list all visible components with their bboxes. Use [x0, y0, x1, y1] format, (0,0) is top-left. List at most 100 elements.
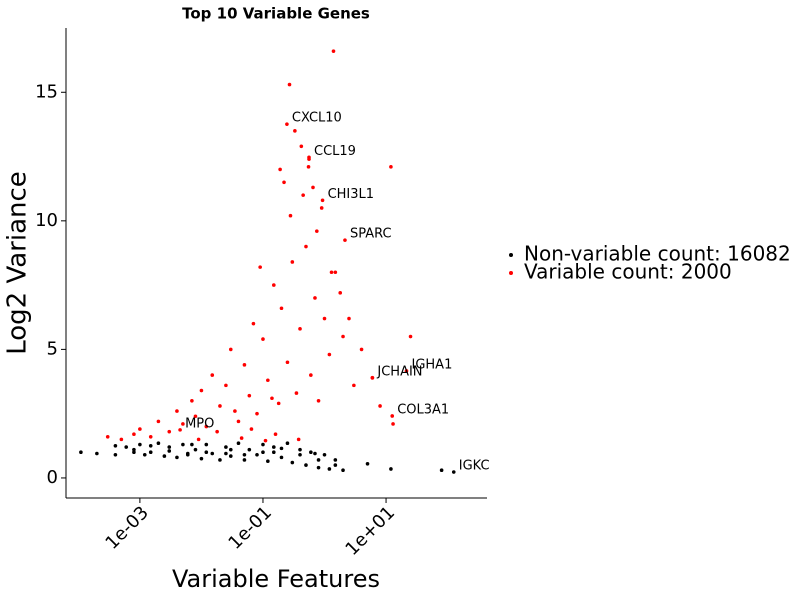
x-tick-label: 1e-01	[224, 502, 276, 554]
point	[352, 383, 356, 388]
point	[343, 238, 347, 242]
point	[408, 334, 413, 339]
point	[236, 441, 241, 446]
point	[204, 442, 209, 447]
point	[320, 198, 325, 203]
point	[199, 456, 204, 461]
point	[287, 82, 292, 87]
point	[255, 453, 259, 457]
point	[175, 409, 179, 413]
point	[341, 334, 345, 339]
point	[175, 455, 179, 460]
point	[193, 447, 198, 452]
point	[306, 165, 311, 169]
point	[329, 270, 334, 275]
point	[290, 460, 295, 465]
point	[224, 451, 228, 456]
point	[333, 270, 338, 275]
point	[258, 265, 262, 269]
point	[132, 450, 136, 455]
point	[138, 427, 142, 431]
point	[389, 467, 393, 471]
point	[196, 437, 201, 442]
point	[313, 296, 317, 300]
point	[270, 396, 274, 401]
point	[298, 447, 302, 452]
legend-marker	[509, 271, 513, 275]
point	[167, 445, 172, 449]
point	[319, 206, 324, 210]
point	[370, 376, 375, 380]
point	[311, 185, 315, 190]
point	[218, 458, 222, 462]
point	[190, 399, 194, 403]
point	[341, 468, 345, 473]
point	[279, 455, 284, 460]
point	[285, 441, 290, 446]
point	[261, 337, 265, 341]
point	[288, 213, 293, 218]
point	[266, 459, 270, 464]
point	[272, 445, 276, 449]
gene-label: IGKC	[459, 459, 490, 474]
point	[190, 442, 194, 447]
point	[124, 445, 129, 449]
point	[315, 229, 319, 233]
point	[322, 316, 327, 321]
point	[293, 129, 297, 133]
point	[316, 465, 321, 470]
point	[228, 454, 233, 458]
chart-title: Top 10 Variable Genes	[182, 5, 370, 23]
point	[242, 453, 247, 457]
point	[333, 463, 338, 467]
point	[390, 414, 395, 418]
point	[298, 327, 302, 331]
point	[193, 414, 198, 419]
point	[322, 453, 327, 457]
point	[233, 409, 237, 413]
point	[347, 316, 351, 321]
point	[228, 347, 233, 352]
legend-marker	[509, 253, 513, 257]
point	[156, 419, 161, 424]
point	[301, 193, 305, 197]
point	[255, 411, 259, 416]
x-tick-label: 1e-03	[101, 502, 153, 554]
point	[451, 470, 456, 474]
point	[316, 399, 321, 403]
point	[247, 393, 252, 398]
point	[359, 347, 364, 352]
x-axis-label: Variable Features	[172, 565, 380, 593]
point	[181, 422, 185, 426]
point	[294, 391, 299, 395]
point	[239, 436, 244, 440]
y-tick-label: 0	[47, 467, 58, 488]
point	[185, 451, 190, 456]
point	[273, 432, 278, 437]
point	[132, 447, 136, 452]
point	[167, 449, 172, 453]
point	[404, 369, 409, 373]
point	[251, 321, 256, 326]
point	[79, 450, 83, 455]
point	[313, 451, 317, 456]
point	[298, 453, 302, 457]
point	[148, 444, 153, 448]
gene-label: JCHAIN	[376, 364, 422, 379]
point	[204, 450, 209, 455]
point	[304, 244, 308, 249]
point	[439, 468, 444, 473]
point	[224, 445, 228, 449]
point	[272, 283, 276, 287]
point	[333, 458, 338, 462]
point	[299, 144, 304, 149]
point	[307, 155, 311, 160]
point	[261, 450, 265, 455]
gene-label: SPARC	[350, 227, 392, 242]
point	[279, 446, 284, 451]
point	[316, 458, 321, 462]
point	[218, 404, 222, 408]
point	[290, 260, 295, 264]
